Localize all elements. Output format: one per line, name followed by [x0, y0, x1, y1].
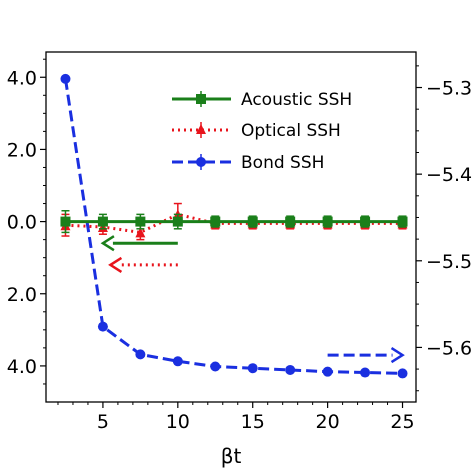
x-tick-label: 25 [390, 411, 414, 433]
legend-label-acoustic: Acoustic SSH [241, 90, 352, 110]
data-point [135, 216, 146, 227]
legend-marker-bond [196, 157, 206, 167]
x-tick-label: 5 [97, 411, 109, 433]
x-tick-label: 20 [316, 411, 340, 433]
legend-entry-optical: Optical SSH [172, 121, 341, 141]
data-point [60, 216, 71, 227]
data-point [247, 363, 258, 374]
y-tick-label: 4.0 [7, 67, 37, 89]
y2-tick-label: −5.6 [426, 337, 472, 359]
data-point [397, 216, 408, 227]
legend-entry-bond: Bond SSH [172, 153, 324, 173]
legend-label-optical: Optical SSH [241, 121, 341, 141]
data-point [135, 349, 146, 360]
data-point [360, 367, 371, 378]
series-line-bond-ssh [63, 78, 403, 375]
legend-entry-acoustic: Acoustic SSH [172, 90, 352, 110]
series-acoustic-ssh [60, 210, 408, 234]
series-bond-ssh [60, 73, 408, 379]
data-point [322, 366, 333, 377]
data-point [135, 227, 146, 238]
y-tick-label: 0.0 [7, 212, 37, 234]
y-tick-label: 4.0 [7, 356, 37, 378]
data-point [360, 216, 371, 227]
y2-tick-label: −5.5 [426, 251, 472, 273]
annotation-arrow-right-2 [327, 347, 405, 364]
y2-tick-label: −5.3 [426, 78, 472, 100]
y-tick-label: 2.0 [7, 284, 37, 306]
data-point [210, 216, 221, 227]
legend-label-bond: Bond SSH [241, 153, 324, 173]
arrow-head [390, 347, 405, 364]
arrow-head [108, 256, 123, 273]
x-tick-label: 15 [241, 411, 265, 433]
data-point [285, 216, 296, 227]
data-point [397, 368, 408, 379]
annotation-layer [100, 235, 405, 364]
data-point [322, 216, 333, 227]
data-point [247, 216, 258, 227]
data-point [210, 361, 221, 372]
series-line-optical-ssh [65, 212, 403, 234]
plot-frame [45, 51, 417, 403]
series-layer [60, 73, 408, 379]
x-tick-label: 10 [166, 411, 190, 433]
data-point [172, 216, 183, 227]
annotation-arrow-left-0 [100, 235, 178, 252]
legend: Acoustic SSH Optical SSH Bond SSH [172, 90, 352, 173]
arrow-head [100, 235, 115, 252]
data-point [172, 356, 183, 367]
data-point [60, 73, 71, 84]
legend-marker-acoustic [196, 94, 206, 104]
right-axis-ticks: −5.3 −5.4 −5.5 −5.6 [416, 65, 472, 392]
x-axis-label: βt [221, 444, 242, 468]
data-point [285, 364, 296, 375]
left-axis-ticks: 4.0 2.0 0.0 2.0 4.0 [7, 58, 46, 385]
bottom-axis-ticks: 5 10 15 20 25 [57, 402, 415, 433]
y-tick-label: 2.0 [7, 139, 37, 161]
data-point [97, 321, 108, 332]
data-point [97, 216, 108, 227]
y2-tick-label: −5.4 [426, 164, 472, 186]
legend-marker-optical [196, 124, 206, 134]
annotation-arrow-left-1 [108, 256, 178, 273]
